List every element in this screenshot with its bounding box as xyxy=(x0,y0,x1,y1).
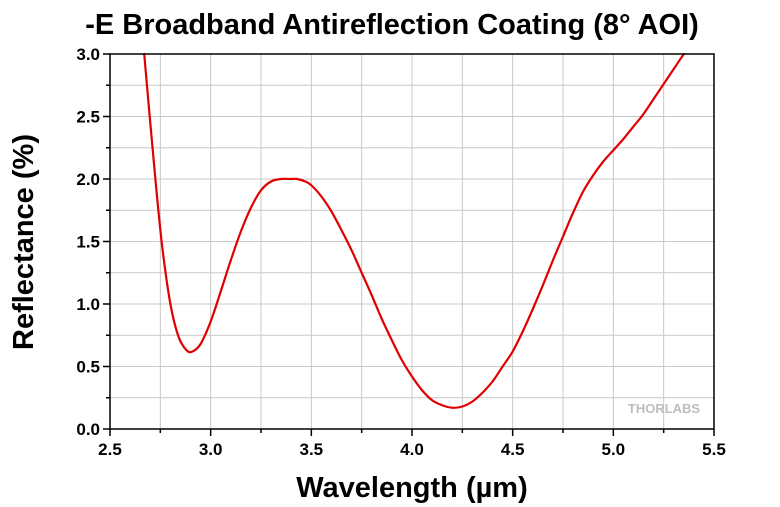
y-tick-label: 3.0 xyxy=(76,45,100,64)
x-tick-label: 3.0 xyxy=(199,440,223,459)
y-tick-label: 0.5 xyxy=(76,358,100,377)
x-tick-label: 5.0 xyxy=(602,440,626,459)
x-axis-label: Wavelength (µm) xyxy=(296,472,528,504)
x-tick-label: 2.5 xyxy=(98,440,122,459)
y-tick-label: 0.0 xyxy=(76,420,100,439)
y-tick-label: 2.5 xyxy=(76,108,100,127)
thorlabs-logo-text: THORLABS xyxy=(628,401,701,416)
x-tick-labels: 2.5 3.0 3.5 4.0 4.5 5.0 5.5 xyxy=(98,440,726,459)
y-axis-label: Reflectance (%) xyxy=(8,134,40,350)
chart-title: -E Broadband Antireflection Coating (8° … xyxy=(85,9,699,41)
x-tick-label: 4.0 xyxy=(400,440,424,459)
axis-ticks xyxy=(103,53,715,436)
grid-lines xyxy=(110,54,714,429)
x-tick-label: 3.5 xyxy=(300,440,324,459)
thorlabs-logo: THORLABS xyxy=(628,401,701,416)
y-tick-labels: 0.0 0.5 1.0 1.5 2.0 2.5 3.0 xyxy=(76,45,100,439)
y-tick-label: 1.5 xyxy=(76,233,100,252)
y-tick-label: 2.0 xyxy=(76,170,100,189)
series-layer xyxy=(143,52,685,409)
y-tick-label: 1.0 xyxy=(76,295,100,314)
reflectance-curve xyxy=(143,52,685,409)
x-tick-label: 4.5 xyxy=(501,440,525,459)
x-tick-label: 5.5 xyxy=(702,440,726,459)
